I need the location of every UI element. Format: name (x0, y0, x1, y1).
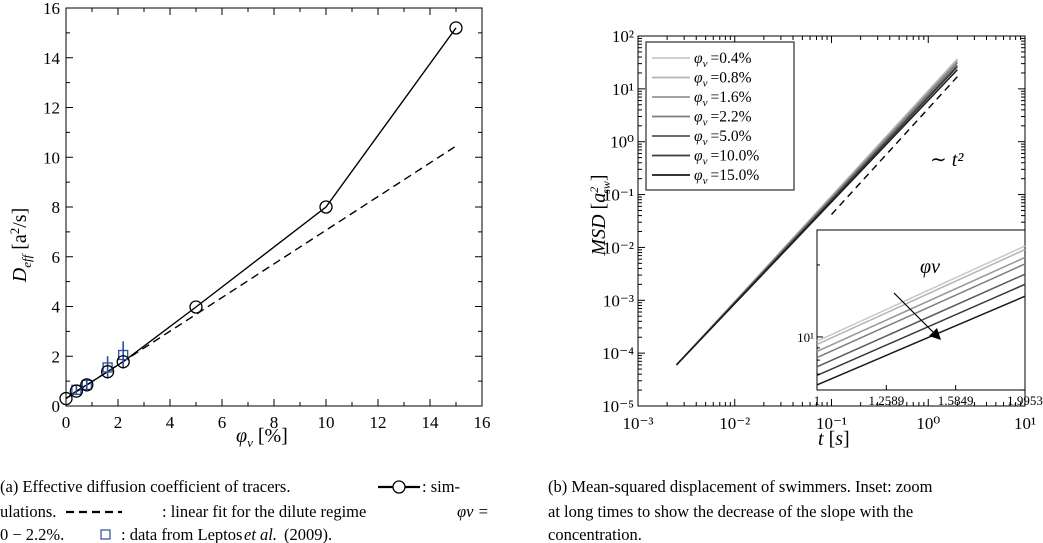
a-sim-point (189, 300, 203, 314)
b-ylabel: MSD [a2sw] (587, 174, 613, 256)
a-ytick-label: 14 (43, 49, 61, 68)
a-ytick-label: 6 (52, 248, 61, 267)
a-marks (59, 21, 463, 406)
caption-a-line1a: (a) Effective diffusion coefficient of t… (0, 477, 290, 496)
plot-frame-a (65, 7, 483, 407)
b-xtick-label: 10⁻³ (622, 414, 653, 433)
chart-a: 0 2 4 6 8 10 12 14 16 0 2 4 6 8 10 12 14 16 φv [%] Deff [… (7, 0, 491, 450)
a-ylabel: Deff [a2/s] (7, 208, 34, 284)
b-ytick-label: 10⁻⁴ (602, 344, 634, 363)
b-ref-label: ∼ t² (930, 149, 964, 171)
a-xtick-label: 6 (218, 413, 227, 432)
a-ytick-label: 2 (52, 347, 61, 366)
b-legend-label: φv =1.6% (694, 89, 752, 109)
b-legend-label: φv =5.0% (694, 128, 752, 148)
b-xtick-label: 10¹ (1014, 414, 1036, 433)
b-xtick-label: 10⁰ (916, 414, 940, 433)
b-series-line (675, 69, 958, 366)
a-ytick-label: 0 (52, 397, 61, 416)
caption-a-line2a: ulations. (0, 502, 56, 521)
inset-arrow (893, 292, 936, 335)
caption-b-line3: concentration. (548, 525, 642, 543)
inset-xtick-label: 1.9953 (1007, 393, 1043, 408)
a-sim-point (69, 384, 84, 398)
b-ytick-label: 10⁻¹ (603, 186, 634, 205)
b-ytick-label: 10⁻³ (603, 291, 634, 310)
inset-xtick-label: 1.5849 (938, 393, 974, 408)
a-ytick-label: 16 (43, 0, 60, 18)
a-ytick-label: 10 (43, 148, 60, 167)
inset-series-line (816, 256, 1026, 353)
b-legend: φv =0.4%φv =0.8%φv =1.6%φv =2.2%φv =5.0%φv =10… (645, 41, 795, 191)
b-xtick-label: 10⁻² (719, 414, 750, 433)
a-xtick-label: 12 (370, 413, 387, 432)
b-legend-label: φv =2.2% (694, 109, 752, 129)
a-sim-point (80, 378, 94, 392)
inset-xtick-label: 1.2589 (868, 393, 904, 408)
caption-b-line2: at long times to show the decrease of th… (548, 502, 913, 521)
b-inset: 1 1.2589 1.5849 1.9953 10¹ φv (797, 229, 1043, 408)
a-sim-point (449, 21, 463, 35)
a-ytick-label: 4 (52, 298, 61, 317)
caption-a-line2c: φv = (457, 502, 489, 521)
chart-b: 10⁻³ 10⁻² 10⁻¹ 10⁰ 10¹ 10⁻⁵ 10⁻⁴ 10⁻³ 10⁻² 10⁻¹ 10… (587, 27, 1043, 450)
a-exp-square (118, 349, 129, 361)
inset-arrow-label: φv (920, 256, 940, 278)
inset-series-line (816, 295, 1026, 386)
a-ytick-label: 12 (43, 99, 60, 118)
a-sim-line (65, 27, 457, 400)
a-xtick-label: 2 (114, 413, 123, 432)
inset-arrowhead (929, 328, 941, 340)
b-xtick-label: 10⁻¹ (816, 414, 847, 433)
a-xtick-label: 16 (474, 413, 491, 432)
b-legend-label: φv =10.0% (694, 148, 759, 168)
caption-a-line2b: : linear fit for the dilute regime (162, 502, 366, 521)
a-xtick-label: 4 (166, 413, 175, 432)
caption-b: (b) Mean-squared displacement of swimmer… (548, 477, 933, 543)
inset-xtick-label: 1 (814, 393, 821, 408)
b-ytick-label: 10⁻⁵ (602, 397, 634, 416)
b-ytick-label: 10¹ (612, 80, 634, 99)
b-legend-label: φv =0.4% (694, 50, 752, 70)
b-legend-label: φv =15.0% (694, 167, 759, 187)
caption-b-line1: (b) Mean-squared displacement of swimmer… (548, 477, 933, 496)
inset-series-line (816, 263, 1026, 359)
b-ytick-label: 10² (612, 27, 634, 46)
caption-a-line3b: : data from Leptos (121, 525, 242, 543)
a-xlabel: φv [%] (236, 425, 288, 450)
caption-a-line-circle-sample (378, 480, 420, 494)
a-sim-point (319, 200, 333, 214)
a-ticks: 0 2 4 6 8 10 12 14 16 0 2 4 6 8 10 12 14 16 (43, 0, 491, 432)
a-ytick-label: 8 (52, 198, 61, 217)
a-sim-point (100, 365, 115, 379)
caption-a-line3c: et al. (244, 525, 277, 543)
a-exp-square (81, 379, 92, 391)
a-xtick-label: 0 (62, 413, 71, 432)
inset-series-line (816, 248, 1026, 346)
svg-text:(a) Effective diffusion coeffi: (a) Effective diffusion coefficient of t… (0, 477, 290, 496)
a-sim-point (59, 391, 73, 406)
inset-series-line (816, 283, 1026, 377)
caption-a-line3a: 0 − 2.2%. (0, 525, 64, 543)
caption-a-square-sample (100, 529, 111, 540)
caption-a-line3d: (2009). (284, 525, 332, 543)
b-ytick-label: 10⁻² (603, 238, 634, 257)
a-xtick-label: 8 (270, 413, 279, 432)
inset-series-line (816, 245, 1026, 342)
a-sim-point (116, 355, 130, 369)
a-xtick-label: 14 (422, 413, 440, 432)
b-xlabel: t [s] (818, 428, 850, 450)
a-xtick-label: 10 (318, 413, 335, 432)
inset-ytick-label: 10¹ (797, 330, 814, 345)
caption-a-line1b: : sim- (422, 477, 460, 496)
b-ticks: 10⁻³ 10⁻² 10⁻¹ 10⁰ 10¹ 10⁻⁵ 10⁻⁴ 10⁻³ 10⁻² 10⁻¹ 10… (602, 27, 1036, 433)
caption-a: (a) Effective diffusion coefficient of t… (0, 477, 489, 543)
b-legend-label: φv =0.8% (694, 70, 752, 90)
b-ytick-label: 10⁰ (610, 133, 634, 152)
b-reference-line (830, 76, 958, 215)
b-marks (675, 58, 958, 366)
